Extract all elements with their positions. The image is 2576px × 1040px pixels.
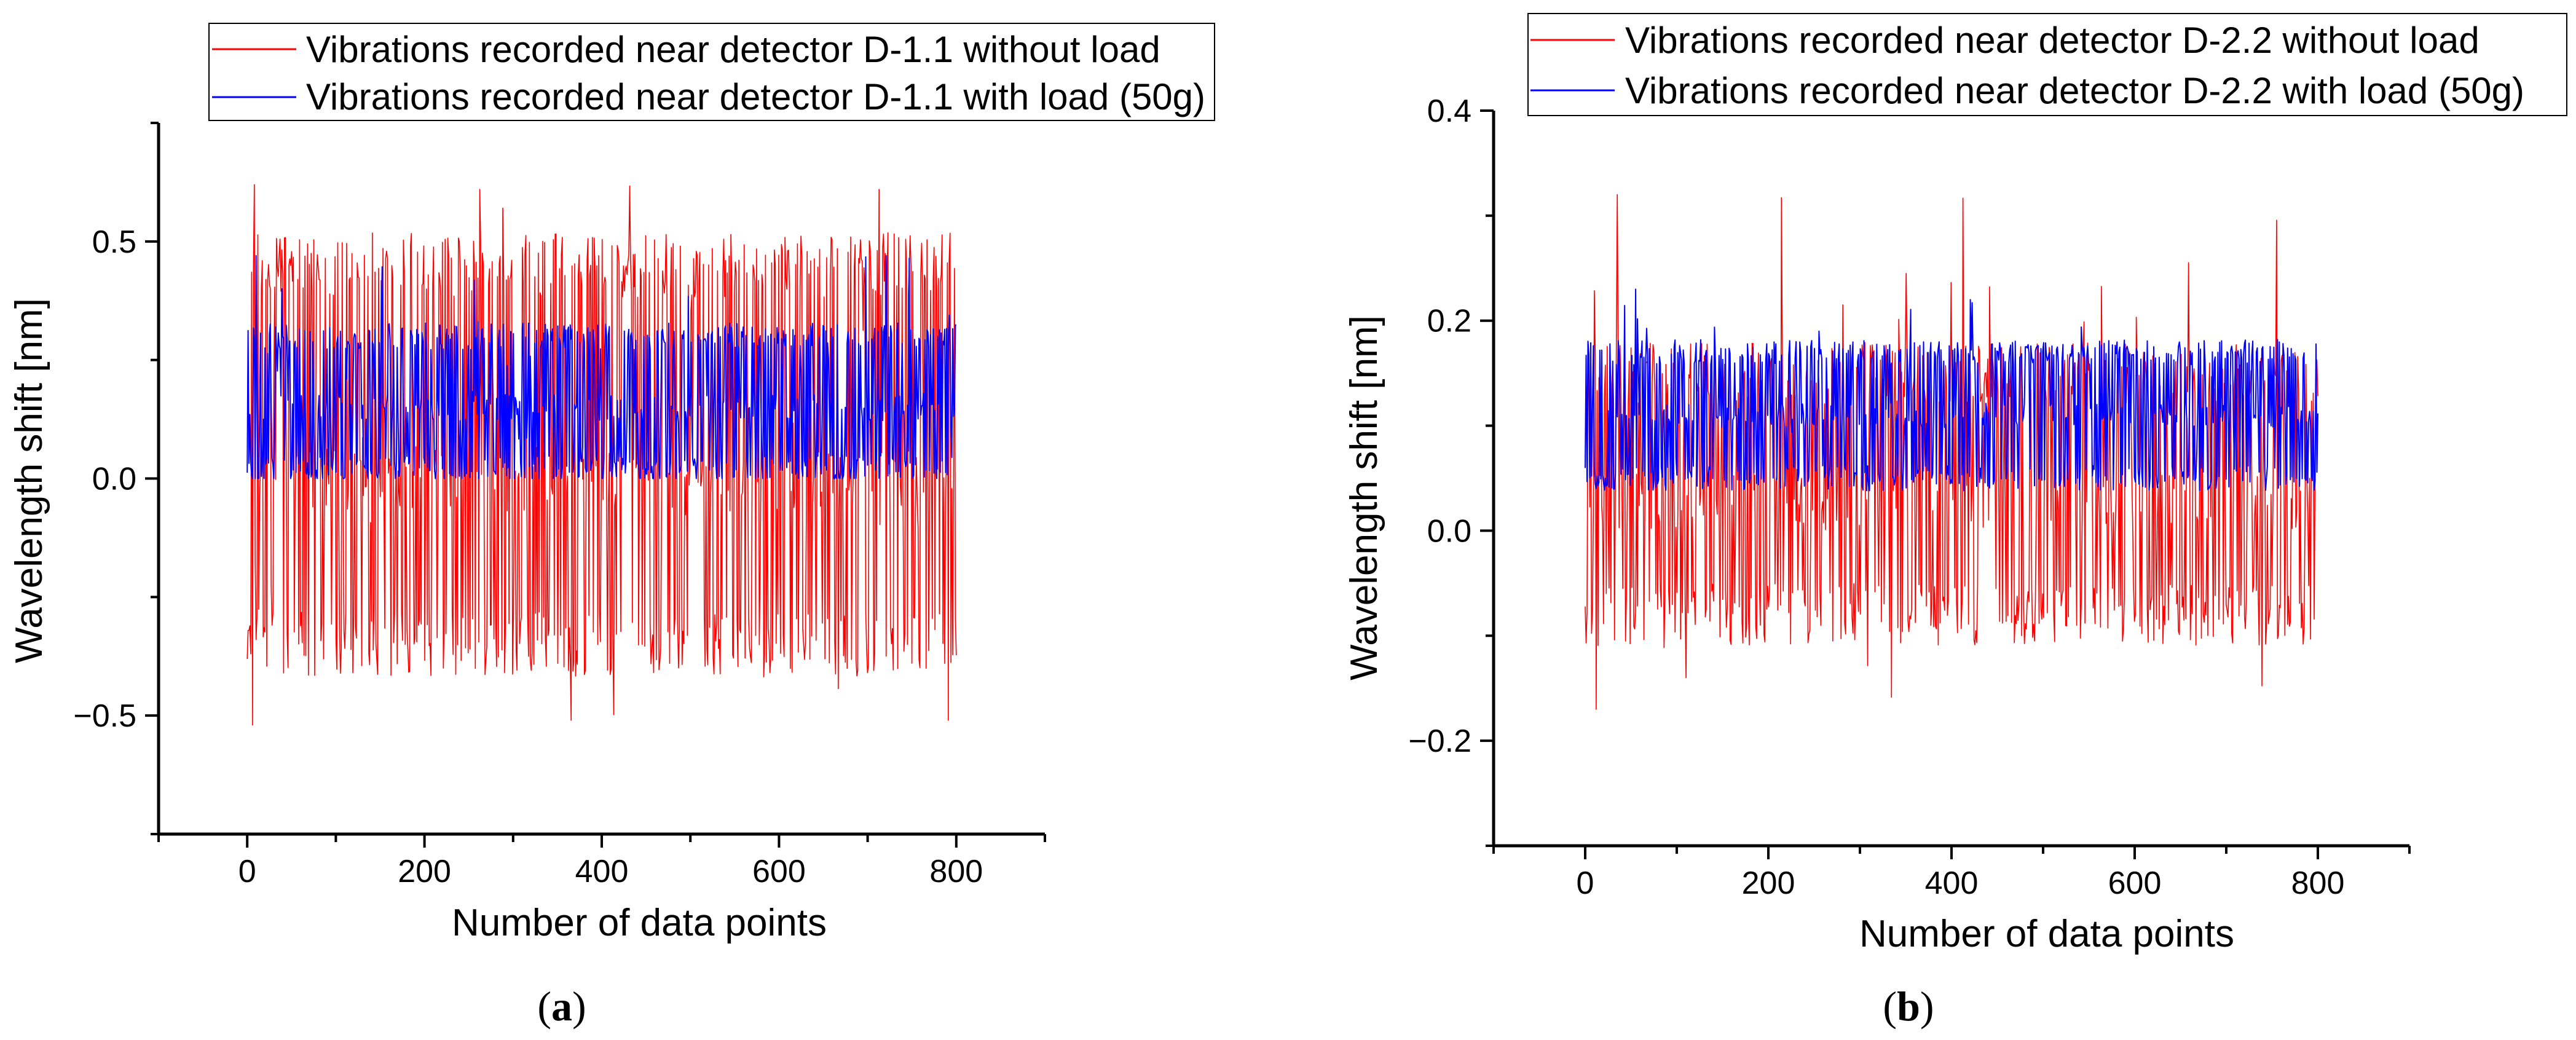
chart-a-xtick-label: 600 bbox=[752, 854, 806, 889]
chart-a-xtick-label: 400 bbox=[575, 854, 629, 889]
chart-b-ytick-label: 0.4 bbox=[1427, 93, 1471, 129]
chart-a-series-layer bbox=[246, 184, 957, 726]
chart-b-xtick-label: 600 bbox=[2108, 865, 2162, 901]
chart-a-ylabel: Wavelength shift [nm] bbox=[8, 298, 50, 663]
chart-b-ytick-label: 0.0 bbox=[1427, 513, 1471, 549]
chart-a-legend-label-2: Vibrations recorded near detector D-1.1 … bbox=[306, 76, 1205, 117]
chart-a-legend-label-1: Vibrations recorded near detector D-1.1 … bbox=[306, 29, 1160, 70]
chart-a-panel-letter: a bbox=[551, 983, 572, 1030]
chart-b-panel-label: (b) bbox=[1883, 983, 1934, 1030]
chart-a-xtick-label: 0 bbox=[238, 854, 256, 889]
chart-a-xtick-label: 200 bbox=[398, 854, 451, 889]
chart-b-ylabel: Wavelength shift [nm] bbox=[1343, 315, 1385, 680]
chart-b-xlabel: Number of data points bbox=[1859, 913, 2234, 955]
chart-a-legend: Vibrations recorded near detector D-1.1 … bbox=[208, 23, 1215, 121]
chart-a-xtick-label: 800 bbox=[929, 854, 983, 889]
chart-a-xlabel: Number of data points bbox=[452, 902, 827, 944]
chart-a-legend-box bbox=[208, 23, 1215, 121]
chart-b-ytick-label: −0.2 bbox=[1408, 723, 1471, 759]
chart-a-ytick-label: −0.5 bbox=[73, 698, 136, 734]
chart-b-series-2-line bbox=[1585, 288, 2318, 492]
chart-b-ytick-label: 0.2 bbox=[1427, 304, 1471, 339]
chart-panel-a: 0 200 400 600 800 −0.5 0.0 0.5 Number of data p… bbox=[8, 23, 1215, 1030]
chart-b-legend-label-1: Vibrations recorded near detector D-2.2 … bbox=[1625, 20, 2479, 61]
chart-a-ticks: 0 200 400 600 800 −0.5 0.0 0.5 bbox=[73, 122, 1046, 889]
chart-b-xtick-label: 0 bbox=[1577, 865, 1594, 901]
chart-a-series-1-line bbox=[246, 184, 957, 726]
chart-b-xtick-label: 400 bbox=[1925, 865, 1979, 901]
chart-a-panel-label: (a) bbox=[537, 983, 586, 1030]
chart-b-series-1-line bbox=[1585, 194, 2318, 710]
chart-b-panel-letter: b bbox=[1897, 983, 1920, 1030]
chart-a-ytick-label: 0.0 bbox=[92, 462, 136, 497]
chart-panel-b: 0 200 400 600 800 −0.2 0.0 0.2 0.4 Number of dat… bbox=[1343, 13, 2567, 1030]
chart-b-ticks: 0 200 400 600 800 −0.2 0.0 0.2 0.4 bbox=[1408, 93, 2411, 901]
chart-b-series-layer bbox=[1585, 194, 2318, 710]
chart-a-ytick-label: 0.5 bbox=[92, 224, 136, 260]
chart-b-legend-box bbox=[1527, 13, 2567, 116]
chart-b-xtick-label: 800 bbox=[2291, 865, 2345, 901]
chart-a-series-2-line bbox=[246, 255, 957, 479]
chart-b-legend: Vibrations recorded near detector D-2.2 … bbox=[1527, 13, 2567, 116]
chart-b-legend-label-2: Vibrations recorded near detector D-2.2 … bbox=[1625, 70, 2524, 111]
chart-b-xtick-label: 200 bbox=[1742, 865, 1795, 901]
